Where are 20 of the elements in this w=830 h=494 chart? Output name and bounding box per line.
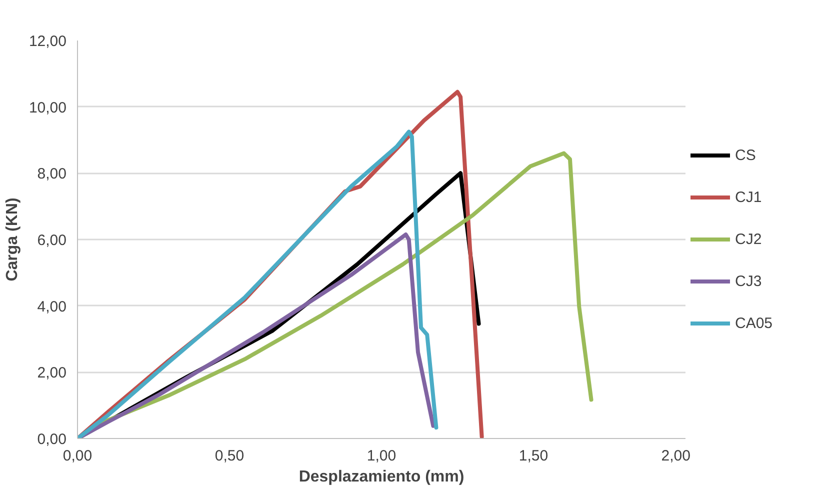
line-series <box>78 130 438 438</box>
legend-label: CJ3 <box>735 272 762 290</box>
y-tick-label: 10,00 <box>28 99 67 116</box>
x-tick-label: 0,50 <box>214 448 244 464</box>
legend-label: CJ1 <box>735 188 762 206</box>
legend-label: CA05 <box>735 314 773 332</box>
x-tick-label: 2,00 <box>661 448 691 464</box>
x-tick-label: 1,00 <box>366 448 396 464</box>
y-tick-label: 0,00 <box>37 431 67 448</box>
y-tick-label: 4,00 <box>37 298 67 316</box>
x-tick-label: 0,00 <box>62 448 92 464</box>
legend-label: CS <box>735 146 756 164</box>
x-axis-title: Desplazamiento (mm) <box>298 468 464 486</box>
legend-label: CJ2 <box>735 230 762 248</box>
y-tick-label: 6,00 <box>37 232 67 249</box>
x-tick-label: 1,50 <box>518 448 548 464</box>
y-axis-title: Carga (KN) <box>4 198 21 282</box>
y-tick-label: 8,00 <box>37 166 67 183</box>
y-tick-label: 2,00 <box>37 364 67 382</box>
y-tick-label: 12,00 <box>28 33 67 50</box>
